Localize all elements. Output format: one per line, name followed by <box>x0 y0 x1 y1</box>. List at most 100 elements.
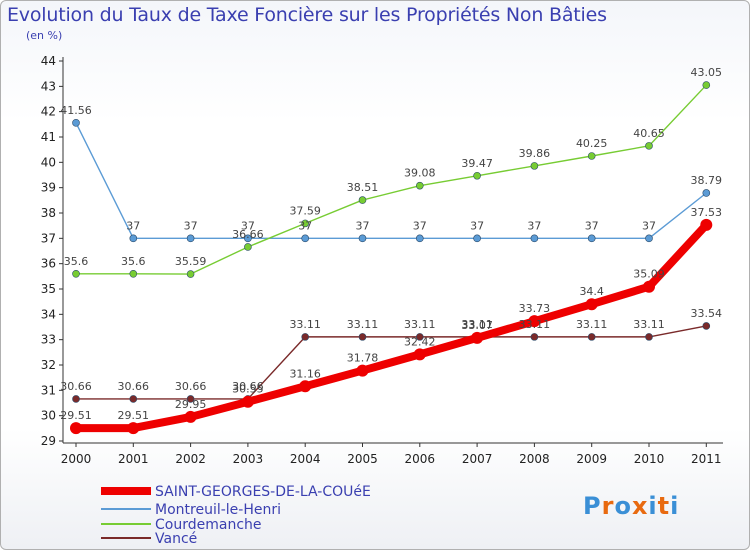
data-label: 41.56 <box>60 104 92 117</box>
y-tick-label: 30 <box>41 409 56 423</box>
data-label: 37.59 <box>289 204 321 217</box>
data-label: 37 <box>413 219 427 232</box>
x-tick-label: 2008 <box>519 452 550 466</box>
data-point <box>530 234 539 243</box>
data-point <box>186 395 195 403</box>
data-label: 35.09 <box>633 268 665 281</box>
data-point <box>301 234 310 243</box>
data-label: 37 <box>184 219 198 232</box>
data-label: 33.07 <box>461 319 493 332</box>
series-line <box>72 220 711 433</box>
data-label: 33.11 <box>633 318 665 331</box>
data-label: 34.4 <box>579 285 604 298</box>
data-point <box>184 410 197 423</box>
data-point <box>587 333 596 341</box>
y-tick-label: 39 <box>41 181 56 195</box>
data-point <box>186 270 195 278</box>
data-label: 33.11 <box>404 318 436 331</box>
data-label: 35.6 <box>64 255 89 268</box>
data-label: 38.51 <box>347 181 379 194</box>
data-point <box>358 196 367 204</box>
data-point <box>356 364 369 377</box>
y-tick-label: 33 <box>41 333 56 347</box>
legend-label: SAINT-GEORGES-DE-LA-COUéE <box>155 484 371 500</box>
data-label: 38.79 <box>691 174 723 187</box>
x-tick-label: 2006 <box>405 452 436 466</box>
data-point <box>530 162 539 170</box>
x-tick-label: 2004 <box>290 452 321 466</box>
chart-title: Evolution du Taux de Taxe Foncière sur l… <box>7 4 607 26</box>
x-tick-label: 2009 <box>576 452 607 466</box>
data-label: 37 <box>241 219 255 232</box>
data-point <box>645 234 653 243</box>
data-label: 31.16 <box>289 367 321 380</box>
data-label: 37 <box>642 219 656 232</box>
data-point <box>186 234 195 243</box>
data-label: 39.47 <box>461 157 493 170</box>
data-label: 37 <box>585 219 599 232</box>
y-tick-label: 29 <box>41 434 56 448</box>
data-label: 43.05 <box>691 66 723 79</box>
x-tick-label: 2000 <box>61 452 92 466</box>
data-point <box>471 331 484 344</box>
y-tick-label: 35 <box>41 282 56 296</box>
data-label: 30.55 <box>232 383 264 396</box>
data-point <box>301 219 310 228</box>
data-label: 40.25 <box>576 137 608 150</box>
data-label: 37 <box>356 219 370 232</box>
logo-letter: i <box>648 492 658 520</box>
logo-letter: o <box>614 492 632 520</box>
data-point <box>241 395 254 408</box>
data-point <box>473 234 481 243</box>
data-point <box>358 333 367 341</box>
y-tick-label: 44 <box>41 54 56 68</box>
y-tick-label: 37 <box>41 231 56 245</box>
y-tick-label: 43 <box>41 79 56 93</box>
data-label: 33.11 <box>289 318 321 331</box>
data-label: 37 <box>527 219 541 232</box>
data-label: 30.66 <box>118 380 150 393</box>
logo-letter: x <box>631 492 649 520</box>
x-tick-label: 2011 <box>691 452 722 466</box>
legend-label: Vancé <box>155 531 197 547</box>
chart-subtitle: (en %) <box>26 29 63 42</box>
data-label: 29.95 <box>175 398 207 411</box>
data-point <box>587 234 596 243</box>
data-point <box>645 333 653 341</box>
data-point <box>645 142 653 150</box>
data-label: 33.73 <box>519 302 551 315</box>
series-line <box>75 84 707 275</box>
data-label: 33.54 <box>691 307 723 320</box>
data-point <box>72 119 80 127</box>
data-label: 29.51 <box>118 409 150 422</box>
y-tick-label: 32 <box>41 358 56 372</box>
y-tick-label: 40 <box>41 155 56 169</box>
proxiti-logo: Proxiti <box>583 492 679 520</box>
data-point <box>299 380 312 393</box>
series-line <box>75 325 707 400</box>
x-tick-label: 2003 <box>233 452 264 466</box>
y-tick-label: 34 <box>41 307 56 321</box>
data-label: 39.86 <box>519 147 551 160</box>
data-point <box>528 315 541 328</box>
y-tick-label: 42 <box>41 105 56 119</box>
data-label: 33.11 <box>347 318 379 331</box>
data-point <box>301 333 310 341</box>
data-point <box>72 269 80 278</box>
data-point <box>129 395 138 403</box>
data-point <box>358 234 367 243</box>
data-label: 40.65 <box>633 127 665 140</box>
x-tick-label: 2002 <box>175 452 206 466</box>
y-tick-label: 31 <box>41 383 56 397</box>
legend-label: Montreuil-le-Henri <box>155 502 281 518</box>
data-label: 39.08 <box>404 167 436 180</box>
data-label: 30.66 <box>175 380 207 393</box>
series-line <box>75 122 707 240</box>
data-point <box>587 152 596 160</box>
data-label: 37 <box>126 219 140 232</box>
data-label: 33.11 <box>461 318 493 331</box>
data-label: 30.66 <box>60 380 92 393</box>
data-point <box>530 333 539 341</box>
